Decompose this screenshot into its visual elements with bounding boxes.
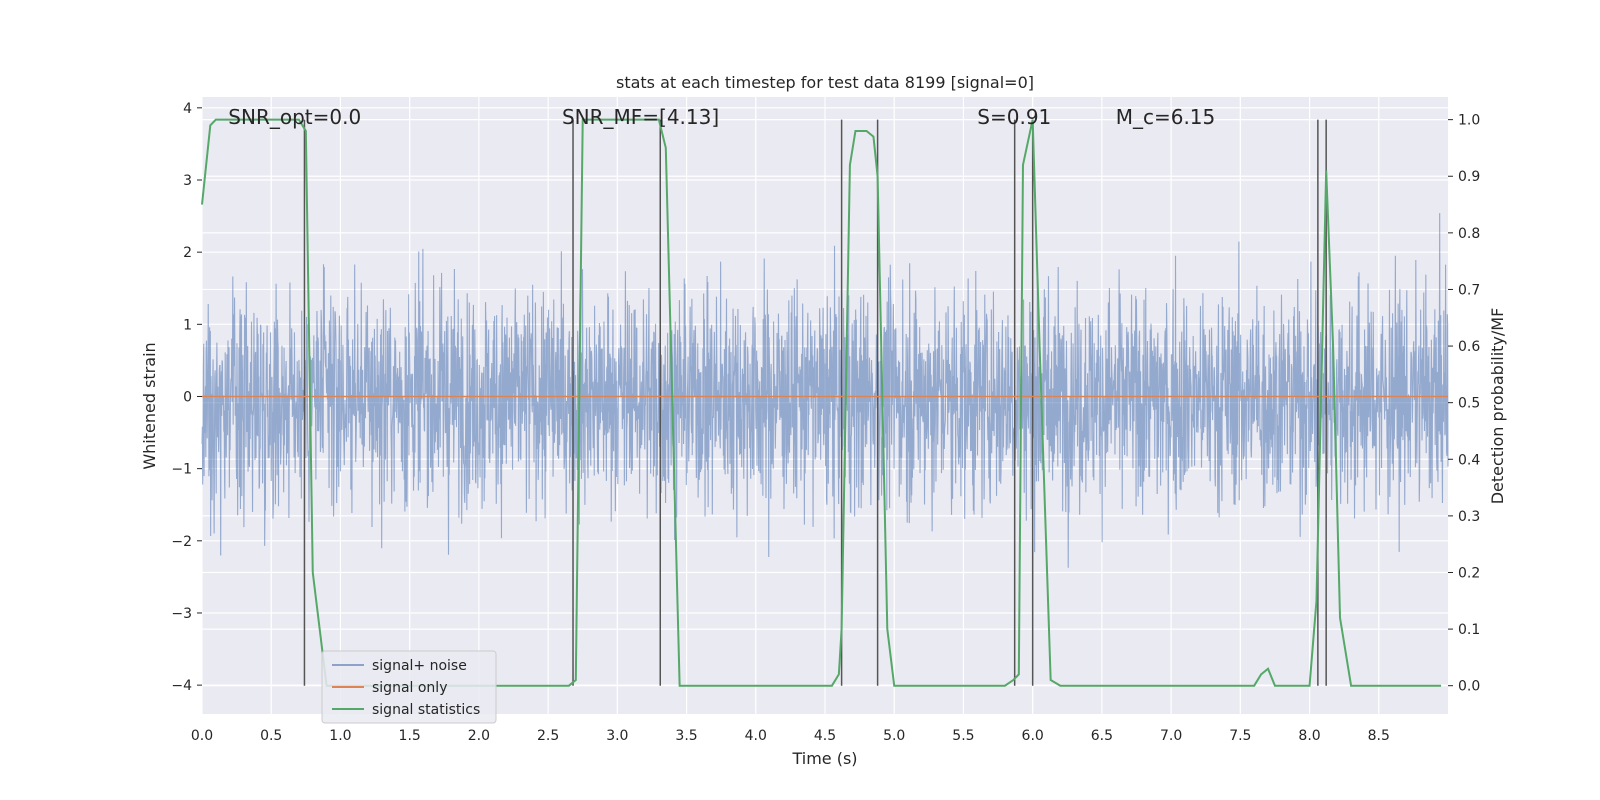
x-tick-label: 2.0 [468, 728, 490, 744]
x-tick-label: 1.0 [329, 728, 351, 744]
x-tick-label: 4.5 [814, 728, 836, 744]
x-tick-label: 0.0 [191, 728, 213, 744]
y2-tick-label: 0.3 [1458, 509, 1480, 525]
annotation-text: SNR_opt=0.0 [228, 105, 361, 129]
x-tick-label: 1.5 [399, 728, 421, 744]
legend-label: signal only [372, 680, 447, 696]
y-tick-label: 0 [183, 389, 192, 405]
x-tick-label: 8.0 [1298, 728, 1320, 744]
signal-noise-series [201, 213, 1449, 568]
y2-tick-label: 0.0 [1458, 679, 1480, 695]
y-tick-label: 1 [183, 317, 192, 333]
y2-tick-label: 0.2 [1458, 565, 1480, 581]
annotation-text: S=0.91 [977, 105, 1051, 129]
x-tick-label: 3.5 [675, 728, 697, 744]
chart-title: stats at each timestep for test data 819… [616, 73, 1034, 92]
y-tick-label: −2 [171, 534, 192, 550]
y2-tick-label: 0.5 [1458, 396, 1480, 412]
y-tick-label: −1 [171, 462, 192, 478]
x-tick-label: 6.5 [1091, 728, 1113, 744]
x-tick-label: 0.5 [260, 728, 282, 744]
y-tick-labels: −4 −3 −2 −1 0 1 2 3 4 [171, 101, 202, 694]
legend-box [321, 650, 497, 724]
x-tick-label: 3.0 [606, 728, 628, 744]
y-tick-label: 3 [183, 173, 192, 189]
annotation-text: SNR_MF=[4.13] [562, 105, 719, 129]
y2-tick-label: 0.6 [1458, 339, 1480, 355]
x-tick-label: 7.5 [1229, 728, 1251, 744]
y-tick-label: −4 [171, 678, 192, 694]
x-tick-label: 8.5 [1368, 728, 1390, 744]
y2-tick-label: 0.8 [1458, 226, 1480, 242]
y2-tick-label: 1.0 [1458, 113, 1480, 129]
y2-tick-labels: 0.0 0.1 0.2 0.3 0.4 0.5 0.6 0.7 0.8 0.9 1.0 [1448, 113, 1480, 695]
annotations: SNR_opt=0.0 SNR_MF=[4.13] S=0.91 M_c=6.15 [228, 105, 1215, 129]
y-tick-label: 4 [183, 101, 192, 117]
x-tick-labels: 0.0 0.5 1.0 1.5 2.0 2.5 3.0 3.5 4.0 4.5 5.0 5.5 6.0 6… [191, 728, 1390, 744]
x-tick-label: 2.5 [537, 728, 559, 744]
legend-label: signal statistics [372, 702, 480, 718]
x-tick-label: 6.0 [1022, 728, 1044, 744]
legend: signal+ noise signal only signal statistic… [321, 650, 497, 724]
x-tick-label: 7.0 [1160, 728, 1182, 744]
y-tick-label: −3 [171, 606, 192, 622]
y-axis-label: Whitened strain [140, 342, 159, 469]
x-axis-label: Time (s) [791, 749, 857, 768]
series-signal-noise [201, 213, 1449, 568]
y2-tick-label: 0.9 [1458, 169, 1480, 185]
annotation-text: M_c=6.15 [1116, 105, 1216, 129]
y2-tick-label: 0.1 [1458, 622, 1480, 638]
y-tick-label: 2 [183, 245, 192, 261]
x-tick-label: 5.5 [952, 728, 974, 744]
y2-tick-label: 0.4 [1458, 452, 1480, 468]
y2-axis-label: Detection probability/MF [1488, 308, 1507, 505]
x-tick-label: 5.0 [883, 728, 905, 744]
legend-label: signal+ noise [372, 658, 467, 674]
x-tick-label: 4.0 [745, 728, 767, 744]
y2-tick-label: 0.7 [1458, 282, 1480, 298]
